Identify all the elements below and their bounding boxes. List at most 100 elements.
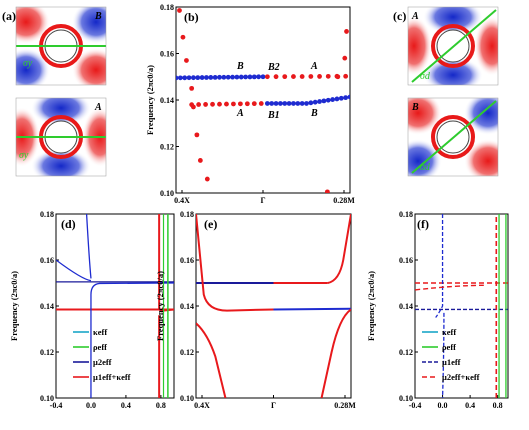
panel-b-point-red bbox=[210, 101, 215, 107]
panel-d-ytick-label: 0.16 bbox=[40, 256, 54, 265]
panel-f-legend-label: μ1eff bbox=[442, 357, 461, 367]
panel-e-xtick-label: 0.4X bbox=[194, 401, 210, 410]
panel-b-point-red bbox=[343, 73, 349, 79]
panel-f-xtick-label: -0.4 bbox=[409, 401, 422, 410]
panel-d-mu2-curve3 bbox=[85, 214, 92, 279]
panel-b-point-blue bbox=[278, 101, 283, 106]
panel-b-point-red bbox=[264, 74, 270, 80]
panel-b-point-blue bbox=[208, 75, 214, 80]
panel-d-mu2-curve2 bbox=[56, 259, 92, 282]
panel-b-annot-A-left: A bbox=[236, 108, 244, 119]
panel-d-legend-label: μ2eff bbox=[93, 357, 112, 367]
panel-a-top-field bbox=[16, 7, 106, 85]
panel-b-ylabel: Frequency (2πc0/a) bbox=[145, 65, 155, 135]
panel-d-xtick-label: 0.8 bbox=[156, 401, 166, 410]
panel-b-xtick-label: 0.28M bbox=[333, 196, 355, 205]
panel-e-ytick-label: 0.18 bbox=[180, 210, 194, 219]
panel-a-label: (a) bbox=[2, 9, 16, 23]
panel-d-curves bbox=[56, 214, 174, 398]
panel-b-point-blue bbox=[347, 94, 350, 100]
panel-e-ytick-label: 0.14 bbox=[180, 302, 194, 311]
panel-b-point-blue bbox=[321, 98, 327, 104]
panel-b-point-blue bbox=[264, 101, 270, 106]
panel-d-xtick-label: 0.4 bbox=[121, 401, 131, 410]
panel-b-point-red bbox=[335, 74, 341, 80]
panel-f-legend-label: ρeff bbox=[442, 342, 456, 352]
panel-f-xtick-label: 0.0 bbox=[438, 401, 448, 410]
panel-b-point-blue bbox=[191, 75, 196, 81]
panel-e-ytick-label: 0.10 bbox=[180, 394, 194, 403]
panel-e-plot: 0.10 0.12 0.14 0.16 0.18 0.4X Γ 0.28M bbox=[180, 210, 356, 410]
panel-b-point-red bbox=[197, 158, 203, 163]
panel-f-ytick-label: 0.14 bbox=[399, 302, 413, 311]
panel-b-point-blue bbox=[304, 101, 309, 106]
panel-b-point-blue bbox=[273, 101, 279, 106]
panel-b-point-red bbox=[184, 58, 189, 63]
panel-f-mu1-curve2 bbox=[441, 312, 445, 398]
panel-b-point-blue bbox=[221, 74, 227, 80]
panel-f-legend-label: μ2eff+κeff bbox=[442, 372, 480, 382]
panel-b-point-red bbox=[344, 29, 349, 34]
panel-b-point-blue bbox=[204, 75, 209, 80]
panel-b-point-blue bbox=[282, 101, 288, 106]
panel-b-point-red bbox=[258, 101, 264, 106]
panel-e-band-lower-red bbox=[196, 214, 274, 312]
panel-b-point-red bbox=[244, 101, 250, 107]
panel-b-point-red bbox=[299, 74, 305, 79]
panel-b-xtick-label: 0.4X bbox=[174, 196, 190, 205]
panel-b-point-blue bbox=[299, 101, 305, 106]
panel-f-curves bbox=[415, 214, 508, 398]
panel-b-point-blue bbox=[176, 75, 179, 81]
panel-c-bottom-mode: B bbox=[411, 102, 419, 113]
panel-e-xtick-label: 0.28M bbox=[334, 401, 356, 410]
panel-b-point-red bbox=[237, 101, 243, 107]
panel-e-ylabel: Frequency (2πc0/a) bbox=[155, 271, 165, 341]
panel-b-point-blue bbox=[238, 74, 244, 80]
panel-b-point-blue bbox=[234, 74, 240, 80]
panel-d-legend-label: κeff bbox=[93, 327, 107, 337]
panel-c-top-mode: A bbox=[411, 11, 419, 22]
panel-b-ytick-label: 0.18 bbox=[160, 3, 174, 12]
panel-b-point-blue bbox=[195, 75, 201, 81]
panel-f-plot: 0.10 0.12 0.14 0.16 0.18 -0.4 0.0 0.4 0.8 κeff ρef… bbox=[399, 210, 509, 410]
panel-b-point-red bbox=[231, 101, 236, 107]
panel-b-point-blue bbox=[291, 101, 296, 106]
panel-c-top-field bbox=[408, 7, 498, 85]
panel-b-point-red bbox=[224, 101, 229, 107]
panel-b-point-blue bbox=[343, 95, 349, 101]
panel-b-point-blue bbox=[317, 99, 322, 104]
panel-b-point-red bbox=[194, 132, 200, 138]
panel-e-band-upper-red-rise bbox=[327, 214, 351, 284]
panel-b-label: (b) bbox=[184, 10, 199, 24]
panel-b-ytick-label: 0.12 bbox=[160, 143, 174, 152]
panel-d-xtick-label: -0.4 bbox=[50, 401, 63, 410]
panel-b-annot-B2: B2 bbox=[267, 62, 280, 73]
panel-d-ytick-label: 0.14 bbox=[40, 302, 54, 311]
panel-b-ytick-label: 0.10 bbox=[160, 189, 174, 198]
panel-d-mu2-curve bbox=[90, 282, 174, 398]
panel-f-ylabel: Frequency (2πc0/a) bbox=[366, 271, 376, 341]
panel-b-point-blue bbox=[269, 101, 275, 106]
panel-b-point-blue bbox=[295, 101, 301, 106]
panel-b-point-red bbox=[180, 34, 186, 40]
panel-b-point-blue bbox=[182, 75, 188, 81]
panel-b-point-blue bbox=[212, 74, 218, 80]
panel-d-label: (d) bbox=[61, 217, 76, 231]
panel-b-point-red bbox=[324, 189, 330, 193]
panel-b-annot-B-left: B bbox=[236, 61, 244, 72]
panel-b-point-blue bbox=[325, 97, 331, 103]
panel-b-point-blue bbox=[247, 74, 253, 80]
panel-b-xtick-label: Γ bbox=[260, 196, 265, 205]
panel-b-point-red bbox=[251, 101, 257, 107]
panel-b-point-red bbox=[196, 102, 202, 107]
panel-b-point-red bbox=[191, 104, 196, 110]
panel-b-ytick-label: 0.16 bbox=[160, 50, 174, 59]
panel-e-band-lower-blue bbox=[273, 307, 351, 311]
panel-b-point-red bbox=[217, 101, 222, 107]
panel-b-point-red bbox=[177, 8, 182, 13]
panel-d-ytick-label: 0.12 bbox=[40, 348, 54, 357]
panel-b-point-blue bbox=[256, 74, 262, 80]
panel-c-bottom-field bbox=[408, 98, 498, 176]
panel-b-point-red bbox=[282, 74, 288, 80]
